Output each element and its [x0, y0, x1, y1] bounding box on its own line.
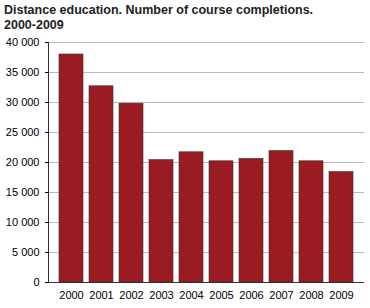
svg-text:2003: 2003	[149, 289, 173, 301]
svg-text:2000: 2000	[59, 289, 83, 301]
svg-text:35 000: 35 000	[6, 66, 40, 78]
svg-text:10 000: 10 000	[6, 216, 40, 228]
html-text:Distance education. Number of: Distance education. Number of course com…	[4, 3, 314, 32]
svg-text:20 000: 20 000	[6, 156, 40, 168]
svg-text:25 000: 25 000	[6, 126, 40, 138]
svg-text:30 000: 30 000	[6, 96, 40, 108]
svg-text:2004: 2004	[179, 289, 203, 301]
svg-text:2002: 2002	[119, 289, 143, 301]
svg-text:2007: 2007	[269, 289, 293, 301]
svg-text:2008: 2008	[299, 289, 323, 301]
svg-text:2005: 2005	[209, 289, 233, 301]
svg-text:40 000: 40 000	[6, 36, 40, 48]
svg-text:2001: 2001	[89, 289, 113, 301]
svg-text:2006: 2006	[239, 289, 263, 301]
svg-text:2009: 2009	[329, 289, 353, 301]
svg-text:5 000: 5 000	[12, 246, 40, 258]
svg-text:0: 0	[33, 276, 39, 288]
svg-text:15 000: 15 000	[6, 186, 40, 198]
